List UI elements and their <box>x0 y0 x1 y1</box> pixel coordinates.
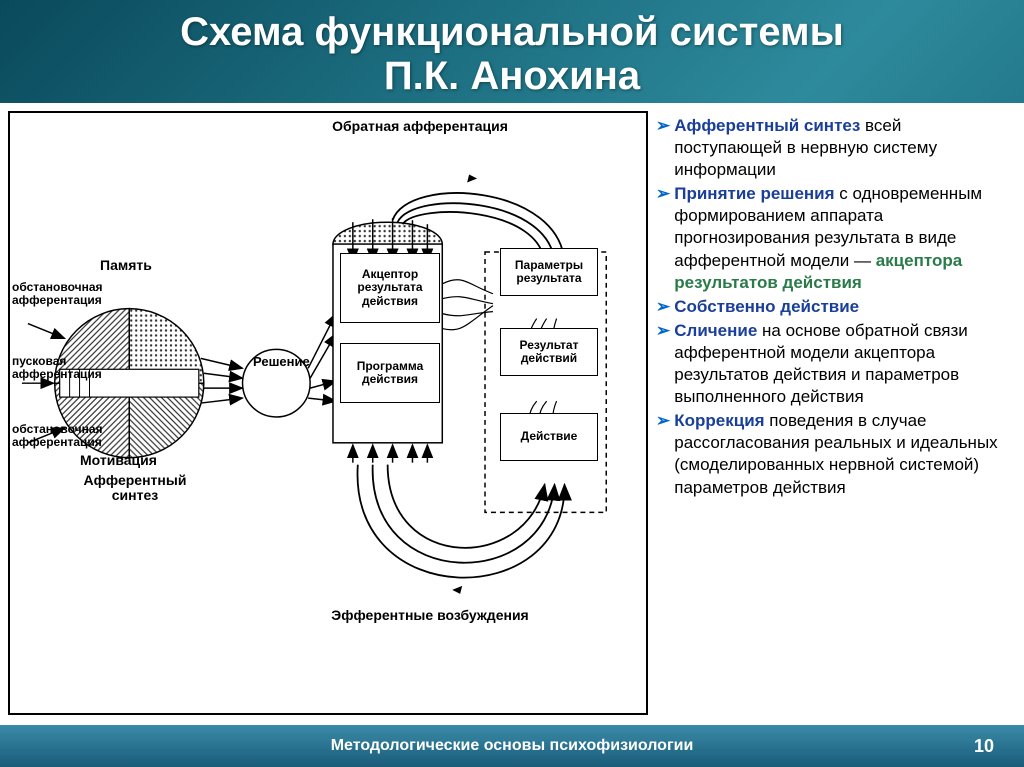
chevron-icon: ➢ <box>656 296 670 318</box>
bullet-item: ➢Коррекция поведения в случае рассогласо… <box>656 410 1012 498</box>
bullet-text: Собственно действие <box>674 296 859 318</box>
bullet-text: Принятие решения с одновременным формиро… <box>674 183 1012 293</box>
bullet-item: ➢Собственно действие <box>656 296 1012 318</box>
slide-title: Схема функциональной системы П.К. Анохин… <box>0 0 1024 103</box>
label-obst-bot: обстановочная афферентация <box>12 423 132 449</box>
footer-text: Методологические основы психофизиологии <box>331 737 694 755</box>
label-efferent: Эфферентные возбуждения <box>310 608 550 623</box>
bullet-text: Сличение на основе обратной связи аффере… <box>674 320 1012 408</box>
title-line-1: Схема функциональной системы <box>180 10 844 54</box>
bullet-item: ➢ Принятие решения с одновременным форми… <box>656 183 1012 293</box>
box-params: Параметры результата <box>500 248 598 296</box>
label-aff-synth: Афферентный синтез <box>65 473 205 504</box>
box-action: Действие <box>500 413 598 461</box>
label-obst-top: обстановочная афферентация <box>12 281 132 307</box>
label-trigger: пусковая афферентация <box>12 355 112 381</box>
text-column: ➢Афферентный синтез всей поступающей в н… <box>656 111 1012 715</box>
bullet-item: ➢Сличение на основе обратной связи аффер… <box>656 320 1012 408</box>
chevron-icon: ➢ <box>656 320 670 408</box>
diagram-panel: Обратная афферентация Эфферентные возбуж… <box>8 111 648 715</box>
bullet-text: Коррекция поведения в случае рассогласов… <box>674 410 1012 498</box>
content-area: Обратная афферентация Эфферентные возбуж… <box>0 103 1024 723</box>
footer-bar: Методологические основы психофизиологии … <box>0 723 1024 767</box>
chevron-icon: ➢ <box>656 115 670 181</box>
bullet-item: ➢Афферентный синтез всей поступающей в н… <box>656 115 1012 181</box>
label-feedback: Обратная афферентация <box>310 119 530 134</box>
chevron-icon: ➢ <box>656 410 670 498</box>
label-motivation: Мотивация <box>80 453 157 468</box>
bullet-text: Афферентный синтез всей поступающей в не… <box>674 115 1012 181</box>
title-line-2: П.К. Анохина <box>384 54 640 98</box>
label-decision: Решение <box>253 355 310 369</box>
box-program: Программа действия <box>340 343 440 403</box>
page-number: 10 <box>974 736 994 757</box>
label-memory: Память <box>100 258 152 273</box>
box-result: Результат действий <box>500 328 598 376</box>
box-acceptor: Акцептор результата действия <box>340 253 440 323</box>
chevron-icon: ➢ <box>656 183 670 293</box>
